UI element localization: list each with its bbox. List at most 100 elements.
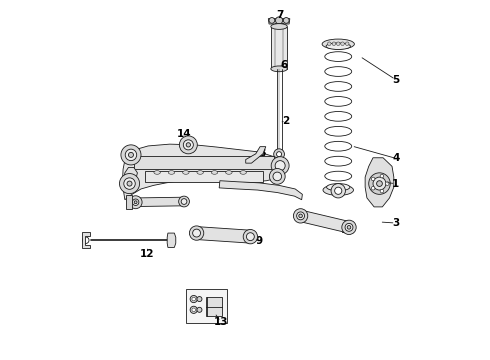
Text: 7: 7 [276,10,284,20]
Circle shape [120,174,140,194]
Circle shape [386,182,389,185]
Ellipse shape [325,171,352,181]
Circle shape [377,181,382,186]
Circle shape [128,152,133,157]
Circle shape [276,152,282,157]
Polygon shape [122,144,285,200]
Text: 12: 12 [140,248,155,258]
Circle shape [257,150,266,159]
Polygon shape [124,167,137,184]
Circle shape [192,308,196,312]
Circle shape [183,140,194,150]
Circle shape [274,149,285,159]
Circle shape [179,136,197,154]
Circle shape [283,18,289,23]
Ellipse shape [325,156,352,166]
Polygon shape [82,232,90,248]
Circle shape [335,187,342,194]
Ellipse shape [211,171,218,174]
Text: 3: 3 [392,218,399,228]
Ellipse shape [323,185,353,195]
Circle shape [181,199,187,204]
Text: 13: 13 [213,317,228,327]
Circle shape [275,17,283,24]
Circle shape [269,18,275,23]
Bar [145,171,263,182]
Bar [186,289,227,323]
Circle shape [380,189,384,193]
Ellipse shape [168,171,175,174]
Ellipse shape [325,112,352,121]
Ellipse shape [322,39,354,49]
Circle shape [82,237,89,243]
Circle shape [337,42,340,45]
Circle shape [127,181,132,186]
Bar [134,156,274,169]
Circle shape [299,214,302,218]
Text: 10: 10 [152,198,167,208]
Ellipse shape [325,96,352,106]
Text: 1: 1 [392,179,399,189]
Ellipse shape [183,171,189,174]
Ellipse shape [325,67,352,76]
Circle shape [275,161,285,171]
Circle shape [345,224,353,231]
Ellipse shape [326,184,350,191]
Polygon shape [299,210,350,233]
Ellipse shape [326,43,350,49]
Text: 14: 14 [177,129,192,139]
Bar [275,23,283,27]
Bar [205,297,221,316]
Circle shape [132,199,139,206]
Circle shape [168,237,175,244]
Text: 9: 9 [256,236,263,246]
Circle shape [179,196,190,207]
Circle shape [373,177,386,190]
Circle shape [273,172,282,181]
Polygon shape [196,227,251,243]
Circle shape [190,296,197,303]
Ellipse shape [325,141,352,151]
Circle shape [197,297,202,302]
Circle shape [270,168,285,184]
Circle shape [294,209,308,223]
Ellipse shape [154,171,160,174]
Ellipse shape [240,171,246,174]
Circle shape [246,162,251,166]
Circle shape [129,196,142,209]
Ellipse shape [197,171,203,174]
Circle shape [186,143,191,147]
Text: 5: 5 [392,75,399,85]
Circle shape [331,184,345,198]
Bar [271,27,287,69]
Circle shape [371,177,375,181]
Polygon shape [219,181,302,200]
Ellipse shape [271,24,287,30]
Circle shape [368,173,390,194]
Circle shape [347,226,351,229]
Polygon shape [125,195,132,210]
Circle shape [125,149,137,161]
Text: 11: 11 [341,225,356,235]
Text: 8: 8 [259,148,266,158]
Circle shape [296,212,304,220]
Polygon shape [245,147,266,163]
Circle shape [246,233,254,240]
Polygon shape [269,19,290,24]
Circle shape [193,229,200,237]
Ellipse shape [325,126,352,136]
Text: 4: 4 [392,153,400,163]
Circle shape [342,220,356,234]
Polygon shape [133,197,186,207]
Circle shape [345,42,349,45]
Circle shape [121,145,141,165]
Circle shape [243,229,258,244]
Circle shape [124,178,135,189]
Circle shape [134,201,137,204]
Polygon shape [167,233,176,247]
Circle shape [332,42,336,45]
Ellipse shape [271,66,287,72]
Text: 6: 6 [281,60,288,70]
Ellipse shape [325,82,352,91]
Circle shape [190,226,204,240]
